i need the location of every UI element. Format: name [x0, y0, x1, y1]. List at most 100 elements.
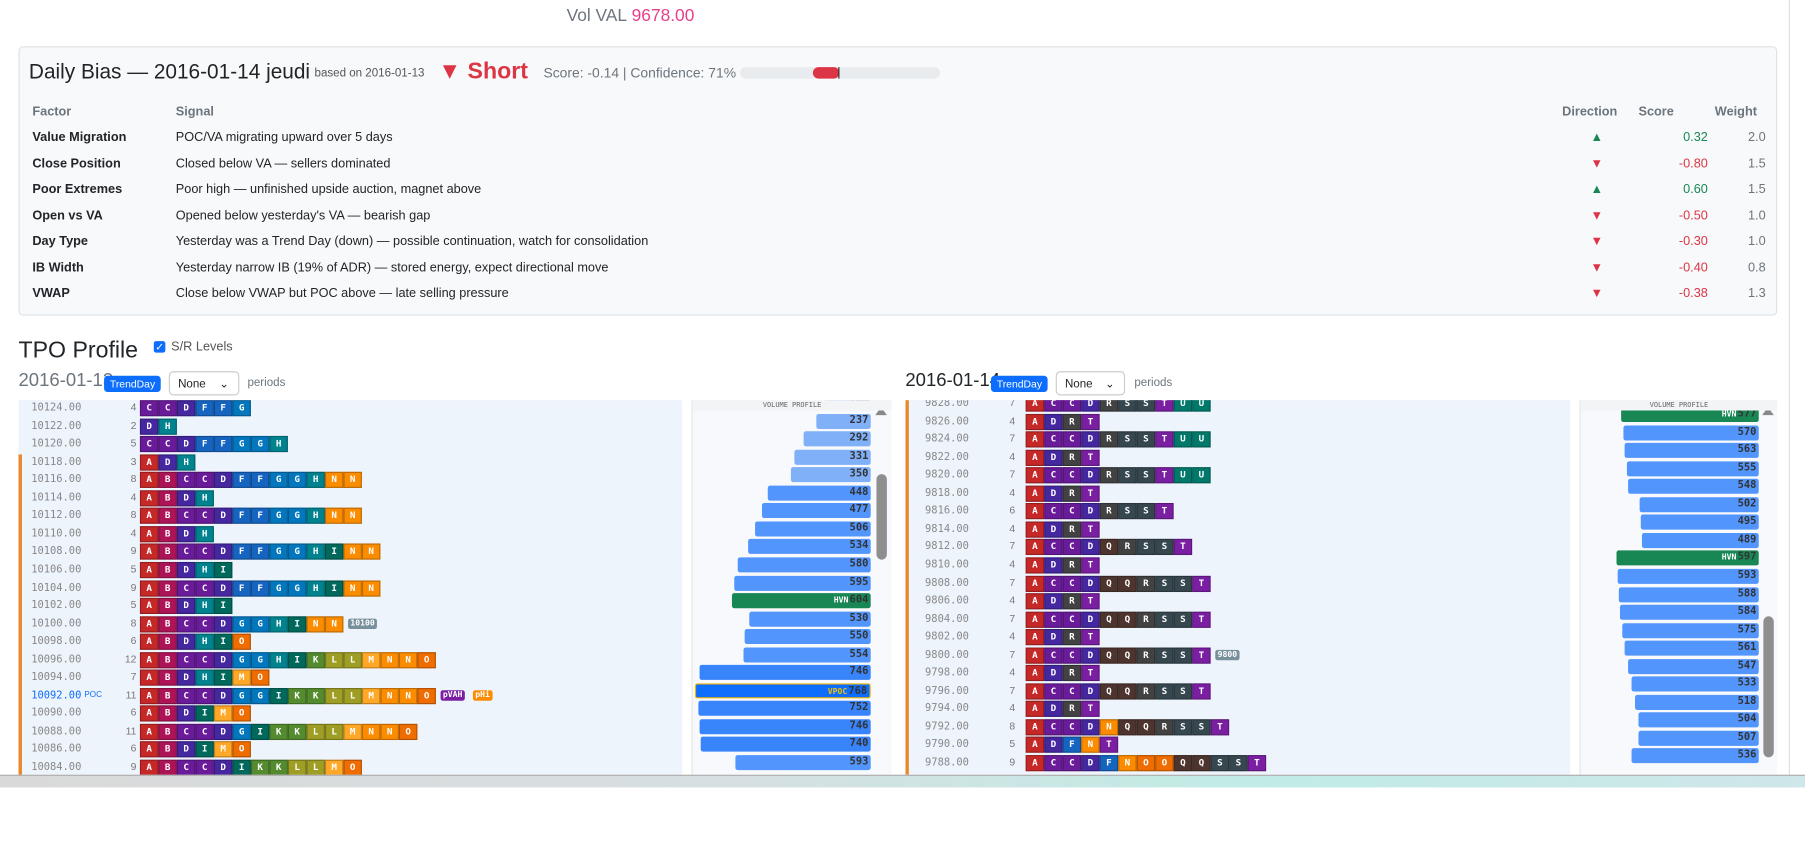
tpo-letter-block: A [139, 759, 159, 775]
tpo-row[interactable]: 9814.00 4 A D R T [905, 521, 1570, 539]
tpo-row[interactable]: 10108.00 9 A B C C D F F G G H I N N [19, 543, 683, 562]
tpo-row[interactable]: 9812.00 7 A C C D Q R S S T [905, 539, 1570, 557]
scrollbar-thumb[interactable] [876, 474, 887, 560]
tpo-row[interactable]: 10088.00 11 A B C C D G I K K L L M N N O [19, 723, 683, 742]
tpo-letter-block: S [1173, 647, 1193, 664]
volume-bar-value: 740 [849, 738, 869, 750]
tpo-letter-block: S [1173, 719, 1193, 736]
tpo-row[interactable]: 10112.00 8 A B C C D F F G G H N N [19, 507, 683, 526]
right-volume-profile[interactable]: VOLUME PROFILE HVN577 570 563 555 548 502 495 4… [1579, 400, 1778, 775]
tpo-row[interactable]: 9806.00 4 A D R T [905, 593, 1570, 611]
tpo-letter-block: I [195, 705, 214, 722]
tpo-letter-block: D [1081, 431, 1100, 448]
tpo-row[interactable]: 9798.00 4 A D R T [905, 665, 1570, 683]
tpo-row[interactable]: 10118.00 3 A D H [19, 454, 683, 472]
tpo-row[interactable]: 9826.00 4 A D R T [905, 413, 1570, 431]
tpo-letter-block: C [195, 687, 214, 704]
volume-bar-value: 506 [849, 522, 869, 535]
tpo-letter-block: B [158, 651, 177, 668]
tpo-count: 11 [125, 688, 137, 701]
tpo-row[interactable]: 9804.00 7 A C C D Q Q R S S T [905, 611, 1570, 629]
tpo-letter-block: U [1192, 431, 1211, 448]
right-periods-select[interactable]: None ⌄ [1055, 371, 1126, 396]
volume-bar-value: 593 [1737, 569, 1757, 582]
left-tpo-chart[interactable]: 10124.00 4 C C D F F G 10122.00 2 D H 10120.00 5 C C D F F… [18, 400, 683, 775]
tpo-row[interactable]: 9794.00 4 A D R T [905, 701, 1570, 719]
tpo-row[interactable]: 10096.00 12 A B C C D G G H I K L L M N N O [19, 651, 683, 670]
tpo-letter-block: B [158, 615, 177, 633]
volume-bar-value: 746 [849, 720, 869, 732]
volume-bar: 533 [1631, 676, 1759, 692]
tpo-row[interactable]: 9820.00 7 A C C D R S S T U U [905, 467, 1570, 485]
tpo-letter-block: H [306, 579, 325, 597]
tpo-row[interactable]: 9808.00 7 A C C D Q Q R S S T [905, 575, 1570, 593]
tpo-count: 12 [124, 652, 137, 665]
tpo-letter-block: A [1025, 665, 1045, 682]
factor-signal: POC/VA migrating upward over 5 days [175, 130, 393, 145]
tpo-row[interactable]: 10110.00 4 A B D H [19, 525, 683, 544]
tpo-row[interactable]: 9828.00 7 A C C D R S S T U U [905, 400, 1570, 413]
tpo-price: 10092.00 [31, 690, 82, 702]
left-volume-profile[interactable]: VOLUME PROFILE 1992372923313504484775065… [691, 400, 892, 775]
tpo-row[interactable]: 9802.00 4 A D R T [905, 629, 1570, 647]
tpo-row[interactable]: 9800.00 7 A C C D Q Q R S S T 9800 [905, 647, 1570, 665]
tpo-letter-block: T [1081, 485, 1100, 502]
tpo-row[interactable]: 9788.00 9 A C C D F N O O Q Q S S T [905, 755, 1570, 773]
tpo-price: 9790.00 [925, 739, 969, 751]
sr-levels-checkbox[interactable]: ✓ [153, 341, 166, 353]
tpo-row[interactable]: 10084.00 9 A B C C D I K K L L M O [19, 759, 683, 775]
tpo-letter-block: N [324, 507, 344, 525]
tpo-row[interactable]: 9824.00 7 A C C D R S S T U U [905, 431, 1570, 449]
tpo-letter-block: K [287, 687, 307, 704]
sr-levels-label[interactable]: S/R Levels [171, 339, 233, 354]
bias-row: VWAP Close below VWAP but POC above — la… [29, 281, 1769, 307]
tpo-letter-block: D [213, 651, 233, 668]
tpo-row[interactable]: 10114.00 4 A B D H [19, 489, 683, 508]
tpo-row[interactable]: 9816.00 6 A C C D R S S T [905, 503, 1570, 521]
scrollbar-thumb[interactable] [1763, 616, 1774, 758]
tpo-row[interactable]: 9822.00 4 A D R T [905, 449, 1570, 467]
tpo-letter-block: R [1062, 521, 1082, 538]
tpo-letter-block: F [232, 471, 251, 489]
tpo-row[interactable]: 10104.00 9 A B C C D F F G G H I N N [19, 579, 683, 598]
tpo-row[interactable]: 10100.00 8 A B C C D G G H I N N 10100 [19, 615, 683, 634]
tpo-row[interactable]: 10086.00 6 A B D I M O [19, 741, 683, 760]
tpo-row[interactable]: 10116.00 8 A B C C D F F G G H N N [19, 471, 683, 490]
tpo-letter-block: G [232, 436, 251, 453]
tpo-letter-block: D [213, 687, 233, 704]
tpo-price: 9794.00 [925, 703, 969, 715]
tpo-letter-block: C [1062, 611, 1082, 628]
tpo-row[interactable]: 10120.00 5 C C D F F G G H [19, 436, 683, 454]
tpo-letter-block: T [1192, 611, 1211, 628]
factor-name: IB Width [32, 261, 84, 275]
factor-name: Poor Extremes [32, 182, 123, 197]
tpo-row[interactable]: 10122.00 2 D H [19, 418, 683, 436]
right-tpo-chart[interactable]: 9828.00 7 A C C D R S S T U U 9826.00 4 A D R T 9824.00 7 A C… [905, 400, 1571, 775]
factor-signal: Close below VWAP but POC above — late se… [175, 287, 509, 301]
scroll-up-arrow-icon[interactable] [875, 407, 887, 416]
tpo-letter-block: I [324, 579, 344, 597]
tpo-row[interactable]: 9810.00 4 A D R T [905, 557, 1570, 575]
tpo-count: 5 [130, 437, 137, 449]
tpo-row[interactable]: 9796.00 7 A C C D Q Q R S S T [905, 683, 1570, 701]
tpo-row[interactable]: 10090.00 6 A B D I M O [19, 705, 683, 724]
tpo-letter-block: C [176, 507, 196, 525]
tpo-row[interactable]: 9792.00 8 A C C D N Q Q R S S T [905, 719, 1570, 737]
tpo-row[interactable]: 10098.00 6 A B D H I O [19, 633, 683, 652]
left-periods-select[interactable]: None ⌄ [168, 371, 240, 396]
tpo-letter-block: F [250, 579, 270, 597]
tpo-letter-block: A [139, 633, 159, 651]
tpo-row[interactable]: 10102.00 5 A B D H I [19, 597, 683, 616]
tpo-letter-block: S [1155, 539, 1174, 556]
poc-label: POC [84, 691, 102, 700]
tpo-price: 9802.00 [925, 631, 969, 644]
tpo-row[interactable]: 9818.00 4 A D R T [905, 485, 1570, 503]
scroll-up-arrow-icon[interactable] [1762, 407, 1774, 416]
tpo-row[interactable]: 10106.00 5 A B D H I [19, 561, 683, 580]
tpo-row[interactable]: 9790.00 5 A D F N T [905, 737, 1570, 755]
tpo-row[interactable]: 10094.00 7 A B D H I M O [19, 669, 683, 688]
tpo-row[interactable]: 10124.00 4 C C D F F G [19, 400, 683, 418]
tpo-letter-block: S [1173, 611, 1193, 628]
volume-bar: 595 [734, 575, 871, 591]
